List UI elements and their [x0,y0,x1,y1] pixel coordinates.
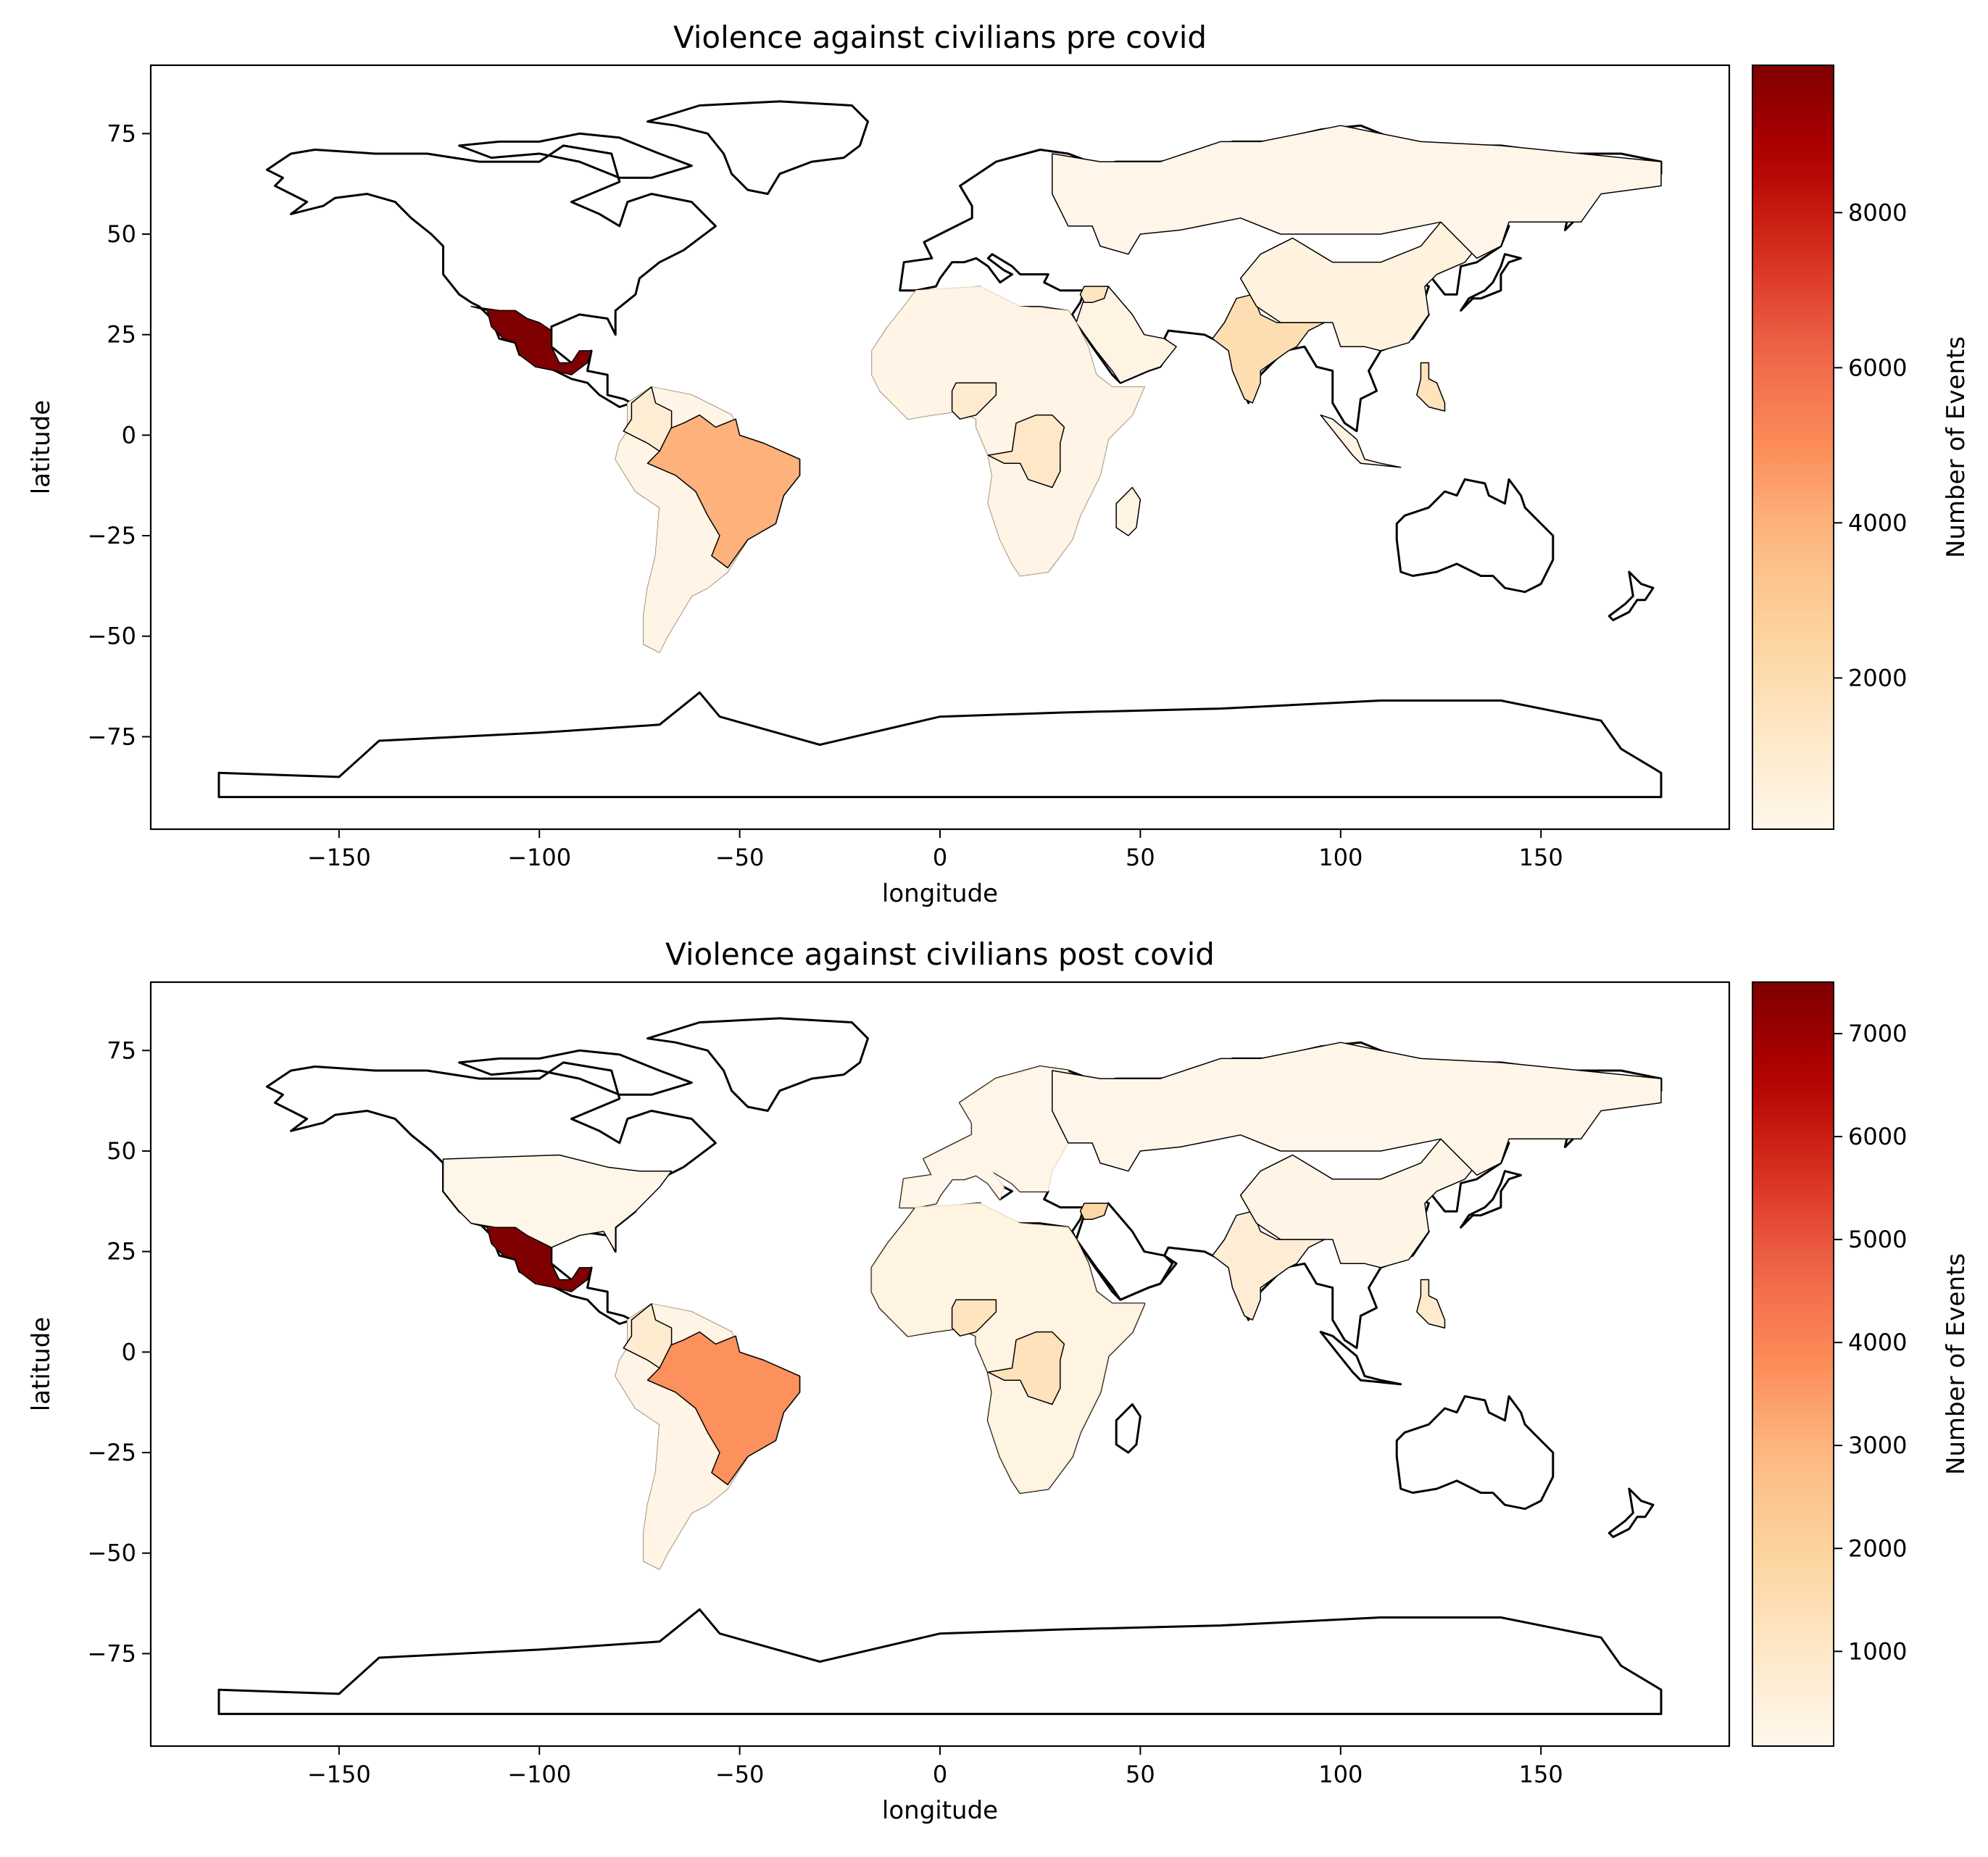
region-china [1239,221,1482,352]
region-brazil [646,414,801,569]
colorbar-tick-label: 7000 [1848,1020,1907,1047]
colorbar-tick-label: 6000 [1848,354,1907,381]
panel-title: Violence against civilians post covid [665,936,1215,972]
y-tick-label: 75 [107,120,136,147]
y-tick-label: 25 [107,321,136,349]
outline-japan [1460,1170,1522,1229]
region-nigeria [951,1299,997,1337]
y-tick-label: 0 [122,1338,136,1366]
region-brazil [646,1331,801,1486]
x-tick-label: −50 [715,844,765,871]
y-tick-label: −75 [87,723,136,750]
region-dr-congo [987,1331,1065,1405]
outline-madagascar [1115,486,1141,536]
outline-madagascar [1115,1403,1141,1454]
y-axis-label: latitude [27,1317,56,1411]
x-tick-label: 100 [1318,844,1363,871]
colorbar-tick-label: 4000 [1848,509,1907,536]
outline-new-zealand [1608,1487,1655,1538]
region-philippines [1416,362,1446,412]
y-tick-label: −25 [87,522,136,549]
x-tick-label: −100 [507,844,571,871]
outline-greenland [646,1017,869,1112]
y-tick-label: 25 [107,1238,136,1266]
region-united-states [442,1154,673,1252]
outline-antarctica [217,1608,1663,1716]
outline-arctic-islands [458,1049,693,1096]
x-tick-label: −150 [307,844,371,871]
colorbar-gradient [1752,65,1834,830]
colorbar-tick-label: 4000 [1848,1329,1907,1356]
region-colombia [623,386,673,452]
x-tick-label: −150 [307,1761,371,1788]
y-tick-label: 75 [107,1036,136,1064]
y-tick-label: 50 [107,220,136,248]
x-tick-label: 50 [1126,844,1155,871]
outline-indonesia [1319,1331,1402,1386]
outline-indonesia [1320,414,1402,468]
outline-antarctica [217,691,1663,799]
outline-greenland [646,100,869,195]
x-tick-label: 150 [1519,844,1563,871]
colorbar-tick-label: 2000 [1848,664,1907,691]
map-panel-2: −150 −100 −50 0 50 100 150 −75 −50 −25 0 25 50 75 long… [27,936,1971,1825]
x-tick-label: −50 [715,1761,765,1788]
x-tick-label: 50 [1126,1761,1155,1788]
colorbar-tick-label: 2000 [1848,1534,1907,1562]
colorbar-tick-label: 1000 [1848,1637,1907,1665]
outline-north-america [265,144,717,408]
region-china [1239,1138,1482,1268]
y-tick-label: −25 [87,1439,136,1466]
region-africa-other [871,1202,1145,1493]
y-tick-label: −75 [87,1640,136,1667]
colorbar-label: Number of Events [1942,336,1971,558]
map-panel-1: −150 −100 −50 0 50 100 150 −75 −50 −25 0 25 50 75 long… [27,20,1971,908]
colorbar-tick-label: 3000 [1848,1432,1907,1459]
region-nigeria [951,382,997,420]
outline-arctic-islands [458,132,693,179]
colorbar-tick-label: 8000 [1848,199,1907,226]
choropleth-regions [442,1042,1662,1570]
region-mexico [470,306,592,375]
x-tick-label: 150 [1519,1761,1563,1788]
colorbar: 1000 2000 3000 4000 5000 6000 7000 Number of Ev… [1752,981,1971,1747]
choropleth-regions [470,125,1662,653]
panel-title: Violence against civilians pre covid [673,20,1207,55]
map-plot-area [217,1017,1663,1716]
x-tick-label: 100 [1318,1761,1363,1788]
region-colombia [623,1303,673,1369]
colorbar-tick-label: 6000 [1848,1123,1907,1150]
region-russia [1052,125,1662,259]
colorbar-gradient [1752,981,1834,1747]
y-tick-label: −50 [87,623,136,650]
colorbar: 2000 4000 6000 8000 Number of Events [1752,65,1971,830]
x-axis-label: longitude [882,1796,998,1825]
x-tick-label: −100 [507,1761,571,1788]
y-tick-label: 50 [107,1137,136,1165]
y-tick-label: 0 [122,421,136,449]
outline-new-zealand [1608,570,1655,621]
map-plot-area [217,100,1663,799]
outline-japan [1460,253,1522,312]
y-tick-label: −50 [87,1540,136,1567]
outline-australia [1395,478,1555,594]
y-axis-label: latitude [27,400,56,494]
x-tick-label: 0 [933,1761,947,1788]
colorbar-label: Number of Events [1942,1253,1971,1475]
region-europe-other [899,1066,1069,1208]
region-dr-congo [987,414,1065,489]
region-philippines [1416,1279,1446,1329]
outline-australia [1395,1395,1555,1511]
region-syria [1079,286,1109,304]
x-tick-label: 0 [933,844,947,871]
outline-north-america [265,1061,717,1325]
region-syria [1079,1202,1109,1221]
region-russia [1052,1042,1662,1176]
x-axis-label: longitude [882,879,998,908]
colorbar-tick-label: 5000 [1848,1226,1907,1253]
